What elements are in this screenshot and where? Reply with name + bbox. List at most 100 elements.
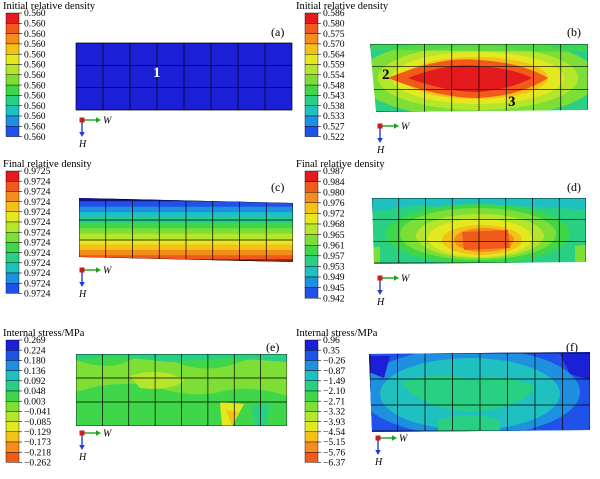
legend-tick-label: 0.092	[24, 376, 46, 387]
legend-tick-label: 0.9724	[24, 248, 51, 259]
panel-b: Initial relative density 0.5860.5800.575…	[296, 1, 588, 157]
legend-title: Final relative density	[296, 159, 385, 170]
legend-swatch	[5, 64, 20, 76]
legend-tick-label: −0.085	[24, 417, 51, 428]
axis-h-label: H	[78, 139, 87, 150]
axis-triad: WH	[376, 274, 411, 309]
legend-swatch	[304, 64, 319, 76]
legend-swatch	[304, 390, 319, 402]
legend-swatch	[304, 95, 319, 106]
legend-swatch	[304, 452, 319, 463]
axis-w-label: W	[103, 116, 113, 127]
panel-label: (a)	[271, 25, 284, 39]
legend-tick-label: 0.580	[323, 19, 345, 30]
legend-swatch	[304, 202, 319, 214]
legend-swatch	[304, 170, 319, 182]
axis-triad: WH	[376, 122, 411, 157]
legend-tick-label: 0.945	[323, 283, 345, 294]
legend-swatch	[304, 191, 319, 203]
legend-tick-label: 0.9724	[24, 197, 51, 208]
axis-h-label: H	[376, 297, 385, 308]
legend-tick-label: 0.560	[24, 101, 46, 112]
legend-swatch	[5, 411, 20, 422]
legend-tick-label: 0.942	[323, 293, 345, 304]
panel-e: Internal stress/MPa 0.2690.2240.1800.136…	[3, 328, 287, 469]
legend-swatch	[304, 54, 319, 65]
legend-tick-label: 0.9724	[24, 187, 51, 198]
axis-h-label: H	[78, 452, 87, 463]
legend-tick-label: 0.048	[24, 386, 46, 397]
legend-tick-label: −0.87	[323, 366, 345, 377]
legend-tick-label: 0.976	[323, 198, 345, 209]
panel-label: (f)	[566, 340, 578, 354]
legend-tick-label: 0.003	[24, 396, 46, 407]
legend-swatch	[304, 431, 319, 443]
axis-triad: WH	[78, 429, 113, 464]
legend-tick-label: 0.575	[323, 29, 345, 40]
legend-tick-label: −6.37	[323, 458, 345, 469]
legend-title: Internal stress/MPa	[296, 328, 378, 339]
legend-tick-label: 0.560	[24, 80, 46, 91]
legend-title: Final relative density	[3, 159, 92, 170]
axis-w-label: W	[399, 434, 409, 445]
legend-swatch	[304, 287, 319, 299]
legend-swatch	[5, 84, 20, 96]
panel-f: Internal stress/MPa 0.960.35−0.26−0.87−1…	[296, 328, 590, 469]
legend-tick-label: 0.560	[24, 60, 46, 71]
legend-tick-label: 0.9724	[24, 238, 51, 249]
legend-swatch	[5, 170, 20, 182]
legend-tick-label: 0.560	[24, 39, 46, 50]
mesh-contour	[372, 198, 586, 264]
legend-title: Internal stress/MPa	[3, 328, 85, 339]
legend-tick-label: 0.560	[24, 132, 46, 143]
legend-tick-label: 0.9724	[24, 217, 51, 228]
panel-label: (c)	[271, 180, 284, 194]
legend-swatch	[304, 181, 319, 193]
legend-swatch	[5, 95, 20, 106]
legend-swatch	[5, 252, 20, 264]
legend-swatch	[304, 223, 319, 235]
legend-tick-label: 0.586	[323, 8, 345, 19]
legend-tick-label: 0.522	[323, 132, 345, 143]
legend: 0.5600.5600.5600.5600.5600.5600.5600.560…	[5, 8, 46, 143]
legend-tick-label: 0.949	[323, 272, 345, 283]
legend-tick-label: 0.527	[323, 122, 345, 133]
legend-swatch	[5, 421, 20, 433]
axis-w-label: W	[103, 429, 113, 440]
legend-swatch	[304, 126, 319, 137]
legend-swatch	[5, 339, 20, 351]
legend-tick-label: 0.9725	[24, 166, 51, 177]
legend-tick-label: −5.15	[323, 437, 345, 448]
axis-w-label: W	[401, 122, 411, 133]
legend-tick-label: 0.965	[323, 230, 345, 241]
legend-swatch	[5, 360, 20, 371]
legend: 0.9870.9840.9800.9760.9720.9680.9650.961…	[304, 166, 345, 304]
panel-label: (b)	[567, 25, 581, 39]
legend-swatch	[5, 105, 20, 117]
legend-tick-label: 0.987	[323, 166, 345, 177]
axis-h-label: H	[376, 145, 385, 156]
legend-swatch	[304, 12, 319, 24]
legend-tick-label: −1.49	[323, 376, 345, 387]
legend-swatch	[304, 266, 319, 278]
legend-tick-label: −0.218	[24, 447, 51, 458]
legend-tick-label: −2.10	[323, 386, 345, 397]
legend: 0.5860.5800.5750.5700.5640.5590.5540.548…	[304, 8, 345, 143]
legend-tick-label: 0.9724	[24, 227, 51, 238]
legend-tick-label: 0.9724	[24, 207, 51, 218]
legend-tick-label: −0.173	[24, 437, 51, 448]
axis-w-label: W	[401, 274, 411, 285]
legend-tick-label: −0.129	[24, 427, 51, 438]
legend-tick-label: 0.984	[323, 177, 345, 188]
legend-swatch	[304, 421, 319, 433]
legend-tick-label: 0.554	[323, 70, 345, 81]
legend-tick-label: 0.136	[24, 366, 46, 377]
legend-swatch	[304, 84, 319, 96]
legend-swatch	[304, 74, 319, 86]
legend-tick-label: 0.968	[323, 219, 345, 230]
legend-swatch	[5, 221, 20, 233]
mesh-contour	[370, 44, 588, 112]
legend-swatch	[304, 213, 319, 225]
legend-tick-label: −5.76	[323, 447, 345, 458]
legend-swatch	[304, 244, 319, 256]
